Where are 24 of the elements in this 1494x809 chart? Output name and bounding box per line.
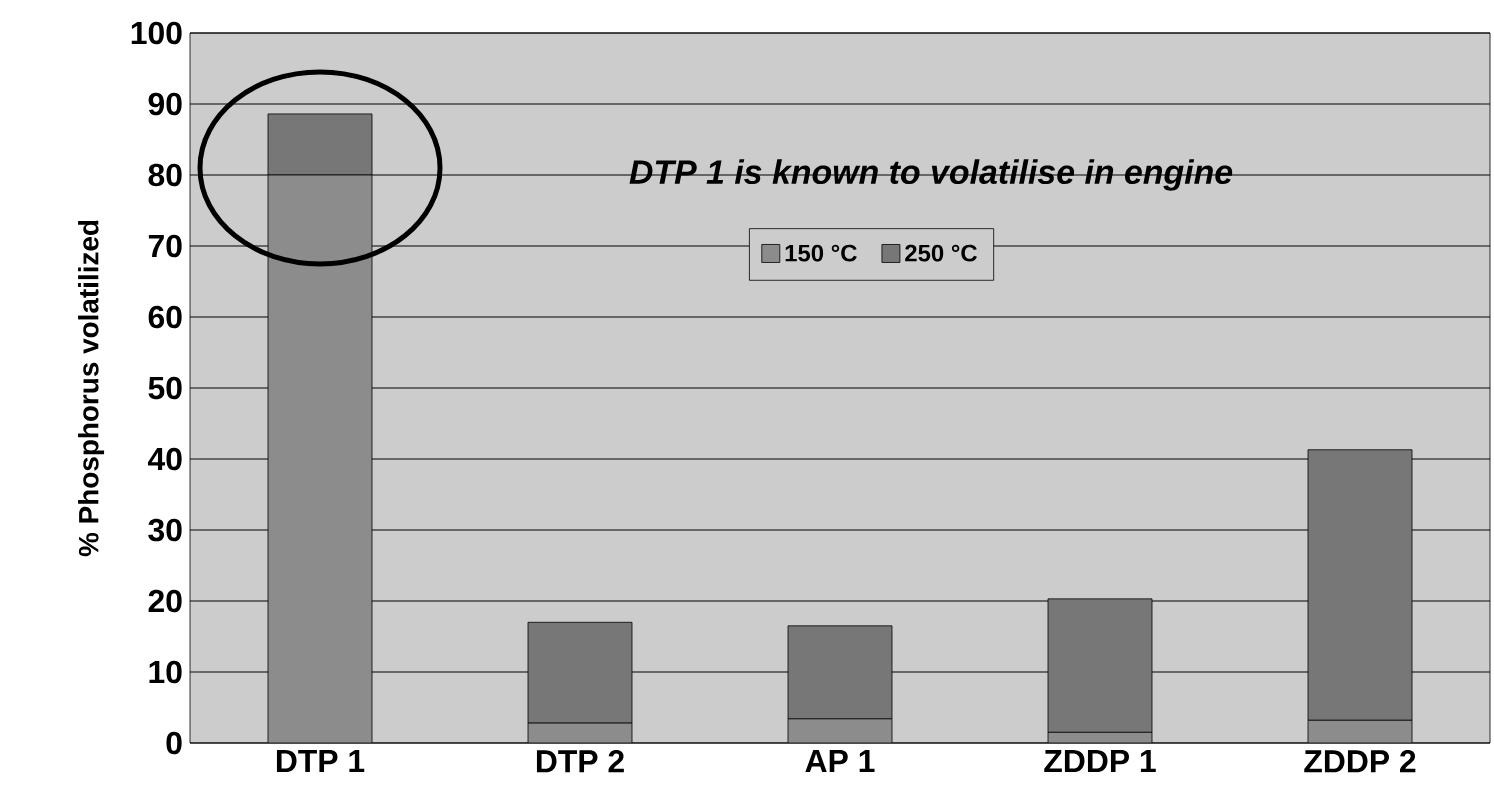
x-tick-label: DTP 1	[276, 750, 365, 772]
y-tick-label: 20	[148, 589, 182, 613]
y-tick-label: 60	[148, 305, 182, 329]
y-tick-label: 0	[166, 731, 182, 755]
y-axis-title: % Phosphorus volatilized	[78, 220, 105, 557]
x-tick-label: DTP 2	[536, 750, 624, 773]
x-tick-label: ZDDP 2	[1304, 750, 1416, 773]
bar	[527, 621, 633, 724]
y-tick-label: 100	[131, 21, 182, 45]
y-tick-label: 40	[147, 447, 182, 471]
y-tick-label: 50	[148, 376, 182, 400]
bar	[1047, 598, 1153, 733]
y-tick-label: 30	[148, 518, 182, 542]
y-tick-label: 80	[148, 163, 182, 187]
y-tick-label: 70	[148, 234, 182, 258]
legend-label: 250 °C	[905, 244, 977, 262]
y-tick-label: 10	[149, 660, 182, 684]
y-tick-label: 90	[148, 92, 182, 116]
bar	[1307, 719, 1413, 743]
x-tick-label: AP 1	[805, 750, 875, 772]
x-tick-label: ZDDP 1	[1044, 750, 1156, 772]
bar	[787, 625, 893, 720]
legend-label: 150 °C	[785, 244, 857, 262]
annotation: DTP 1 is known to volatilise in engine	[629, 159, 1233, 191]
